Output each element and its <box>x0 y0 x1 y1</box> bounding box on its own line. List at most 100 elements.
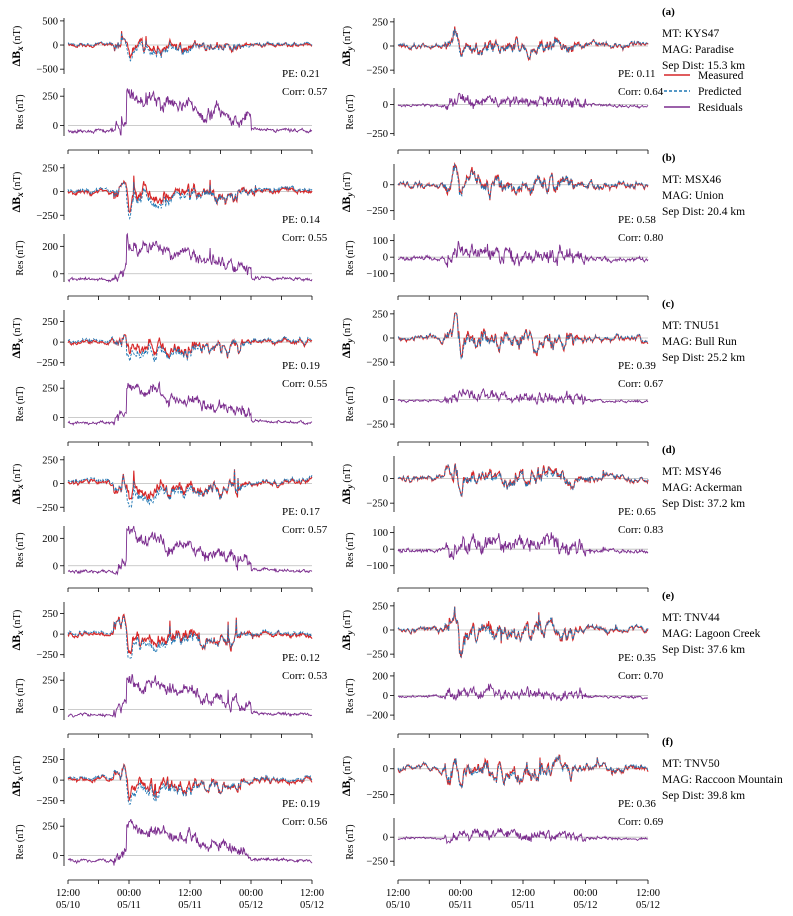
y-label-unit: (nT) <box>12 755 23 774</box>
panel-annotation: (d) MT: MSY46 MAG: Ackerman Sep Dist: 37.2 … <box>662 444 745 510</box>
res-y-tick-label: −250 <box>366 129 388 140</box>
y-label-sub: y <box>345 46 355 52</box>
res-label: Res <box>15 112 26 130</box>
residual-line <box>67 232 313 283</box>
y-label-main: ΔB <box>9 197 23 213</box>
mt-label: MT: TNU51 <box>662 320 720 332</box>
residual-line <box>67 88 313 136</box>
y-axis-label: ΔBx (nT) <box>9 317 25 358</box>
res-axis-label: Res (nT) <box>345 386 356 421</box>
predicted-line <box>67 334 313 363</box>
predicted-line <box>397 606 649 658</box>
predicted-line <box>397 463 649 497</box>
res-y-tick-label: 200 <box>42 534 58 545</box>
residual-line <box>397 240 649 268</box>
panel-annotation: (e) MT: TNV44 MAG: Lagoon Creek Sep Dist: 3… <box>662 590 761 656</box>
panel-annotation: (f) MT: TNV50 MAG: Raccoon Mountain Sep Dis… <box>662 736 783 802</box>
sep-label: Sep Dist: 37.2 km <box>662 498 745 510</box>
res-axis-label: Res (nT) <box>345 240 356 275</box>
x-tick-time: 12:00 <box>636 888 660 899</box>
corr-label: Corr: 0.53 <box>282 670 328 682</box>
y-tick-label: −250 <box>366 790 388 801</box>
res-unit: (nT) <box>15 94 26 112</box>
panel-annotation: (c) MT: TNU51 MAG: Bull Run Sep Dist: 25.2 … <box>662 298 745 364</box>
y-label-sub: y <box>345 192 355 198</box>
res-unit: (nT) <box>15 678 26 696</box>
sep-label: Sep Dist: 37.6 km <box>662 644 745 656</box>
res-y-tick-label: −100 <box>366 561 388 572</box>
res-y-tick-label: 0 <box>53 121 58 132</box>
res-label: Res <box>345 550 356 568</box>
y-tick-label: −250 <box>36 211 58 222</box>
y-label-sub: y <box>345 338 355 344</box>
y-tick-label: −500 <box>36 65 58 76</box>
y-label-main: ΔB <box>9 343 23 359</box>
res-y-tick-label: −100 <box>366 269 388 280</box>
measured-line <box>397 463 649 498</box>
res-axis-label: Res (nT) <box>345 824 356 859</box>
subplot-y: 250 0 −250 ΔBy (nT) PE: 0.39 Corr: 0.67 0 −250 Re… <box>339 309 664 446</box>
measured-line <box>398 312 649 359</box>
predicted-line <box>67 764 313 805</box>
y-axis-label: ΔBx (nT) <box>9 463 25 504</box>
measured-line <box>67 763 313 801</box>
res-unit: (nT) <box>345 240 356 258</box>
subplot-x: 250 0 −250 ΔBx (nT) PE: 0.17 Corr: 0.57 200 0 Res… <box>9 455 328 592</box>
x-tick-time: 12:00 <box>511 888 535 899</box>
y-label-sub: x <box>15 630 25 636</box>
panel-letter: (b) <box>662 152 676 164</box>
res-label: Res <box>15 258 26 276</box>
res-axis-label: Res (nT) <box>345 678 356 713</box>
y-label-sub: x <box>15 192 25 198</box>
res-axis-label: Res (nT) <box>15 386 26 421</box>
y-label-sub: x <box>15 776 25 782</box>
y-axis-label: ΔBy (nT) <box>339 755 355 796</box>
y-label-unit: (nT) <box>12 25 23 44</box>
res-unit: (nT) <box>15 824 26 842</box>
legend-label: Predicted <box>698 86 742 98</box>
y-label-sub: y <box>345 630 355 636</box>
res-label: Res <box>15 696 26 714</box>
y-label-sub: x <box>15 484 25 490</box>
measured-line <box>67 334 313 359</box>
y-label-unit: (nT) <box>342 317 353 336</box>
residual-line <box>397 682 648 702</box>
subplot-y: 0 −250 ΔBy (nT) PE: 0.65 Corr: 0.83 100 0 −100 Re… <box>339 456 664 592</box>
res-unit: (nT) <box>345 94 356 112</box>
y-tick-label: 250 <box>42 609 58 620</box>
res-y-tick-label: 0 <box>53 851 58 862</box>
residual-line <box>397 532 649 560</box>
x-tick-time: 12:00 <box>56 888 80 899</box>
pe-label: PE: 0.12 <box>282 652 320 664</box>
y-label-main: ΔB <box>9 51 23 67</box>
y-axis-label: ΔBx (nT) <box>9 171 25 212</box>
x-tick-date: 05/10 <box>386 900 410 911</box>
y-label-sub: y <box>345 776 355 782</box>
y-label-unit: (nT) <box>12 317 23 336</box>
y-tick-label: 250 <box>372 309 388 320</box>
predicted-line <box>67 32 313 62</box>
pe-label: PE: 0.21 <box>282 68 320 80</box>
pe-label: PE: 0.19 <box>282 360 320 372</box>
x-tick-date: 05/12 <box>239 900 263 911</box>
y-tick-label: 0 <box>53 187 58 198</box>
residual-line <box>397 92 649 111</box>
res-axis-label: Res (nT) <box>15 678 26 713</box>
res-y-tick-label: 100 <box>372 528 388 539</box>
mt-label: MT: MSY46 <box>662 466 721 478</box>
residual-line <box>67 818 313 866</box>
res-y-tick-label: 250 <box>42 676 58 687</box>
x-tick-date: 05/12 <box>636 900 660 911</box>
res-y-tick-label: 0 <box>53 561 58 572</box>
res-unit: (nT) <box>15 532 26 550</box>
res-y-tick-label: 200 <box>42 242 58 253</box>
subplot-y: 250 0 −250 ΔBy (nT) PE: 0.11 Corr: 0.64 0 −250 Re… <box>339 17 664 154</box>
predicted-line <box>67 469 313 508</box>
res-label: Res <box>15 404 26 422</box>
corr-label: Corr: 0.55 <box>282 378 328 390</box>
y-axis-label: ΔBy (nT) <box>339 317 355 358</box>
mag-label: MAG: Paradise <box>662 44 734 56</box>
res-unit: (nT) <box>345 532 356 550</box>
